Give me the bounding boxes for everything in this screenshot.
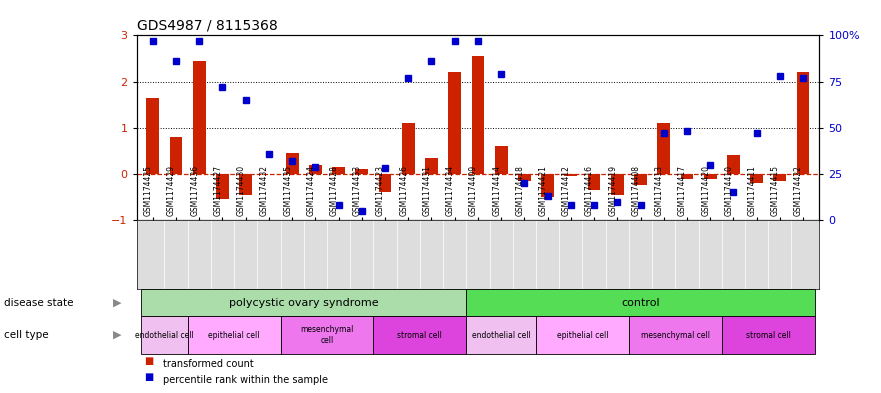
Bar [379, 174, 391, 192]
Text: control: control [621, 298, 660, 308]
Bar [146, 98, 159, 174]
Bar [216, 174, 229, 199]
Bar [704, 174, 716, 178]
Bar [471, 56, 485, 174]
Bar [466, 316, 536, 354]
Text: mesenchymal cell: mesenchymal cell [640, 331, 710, 340]
Bar [495, 146, 507, 174]
Text: ▶: ▶ [113, 298, 122, 308]
Text: endothelial cell: endothelial cell [135, 331, 194, 340]
Bar [588, 174, 601, 190]
Bar [774, 174, 786, 181]
Bar [285, 153, 299, 174]
Text: transformed count: transformed count [163, 359, 254, 369]
Bar [188, 316, 280, 354]
Bar [402, 123, 415, 174]
Text: endothelial cell: endothelial cell [472, 331, 530, 340]
Text: GDS4987 / 8115368: GDS4987 / 8115368 [137, 19, 278, 33]
Text: polycystic ovary syndrome: polycystic ovary syndrome [229, 298, 379, 308]
Text: percentile rank within the sample: percentile rank within the sample [163, 375, 328, 385]
Bar [565, 174, 577, 176]
Bar [796, 72, 810, 174]
Bar [657, 123, 670, 174]
Text: cell type: cell type [4, 330, 49, 340]
Bar [355, 169, 368, 174]
Bar [141, 316, 188, 354]
Bar [751, 174, 763, 183]
Bar [448, 72, 461, 174]
Bar [332, 167, 345, 174]
Bar [193, 61, 205, 174]
Bar [727, 155, 740, 174]
Bar [518, 174, 530, 181]
Text: epithelial cell: epithelial cell [208, 331, 260, 340]
Text: disease state: disease state [4, 298, 74, 308]
Bar [722, 316, 815, 354]
Bar [426, 158, 438, 174]
Text: stromal cell: stromal cell [746, 331, 790, 340]
Text: ▶: ▶ [113, 330, 122, 340]
Text: mesenchymal
cell: mesenchymal cell [300, 325, 353, 345]
Bar [374, 316, 466, 354]
Bar [541, 174, 554, 197]
Text: ■: ■ [145, 356, 158, 366]
Bar [680, 174, 693, 178]
Text: stromal cell: stromal cell [397, 331, 442, 340]
Bar [629, 316, 722, 354]
Bar [611, 174, 624, 195]
Bar [309, 165, 322, 174]
Bar [466, 289, 815, 316]
Bar [170, 137, 182, 174]
Text: ■: ■ [145, 372, 158, 382]
Bar [280, 316, 374, 354]
Bar [536, 316, 629, 354]
Bar [634, 174, 647, 185]
Bar [240, 174, 252, 195]
Bar [141, 289, 466, 316]
Text: epithelial cell: epithelial cell [557, 331, 608, 340]
